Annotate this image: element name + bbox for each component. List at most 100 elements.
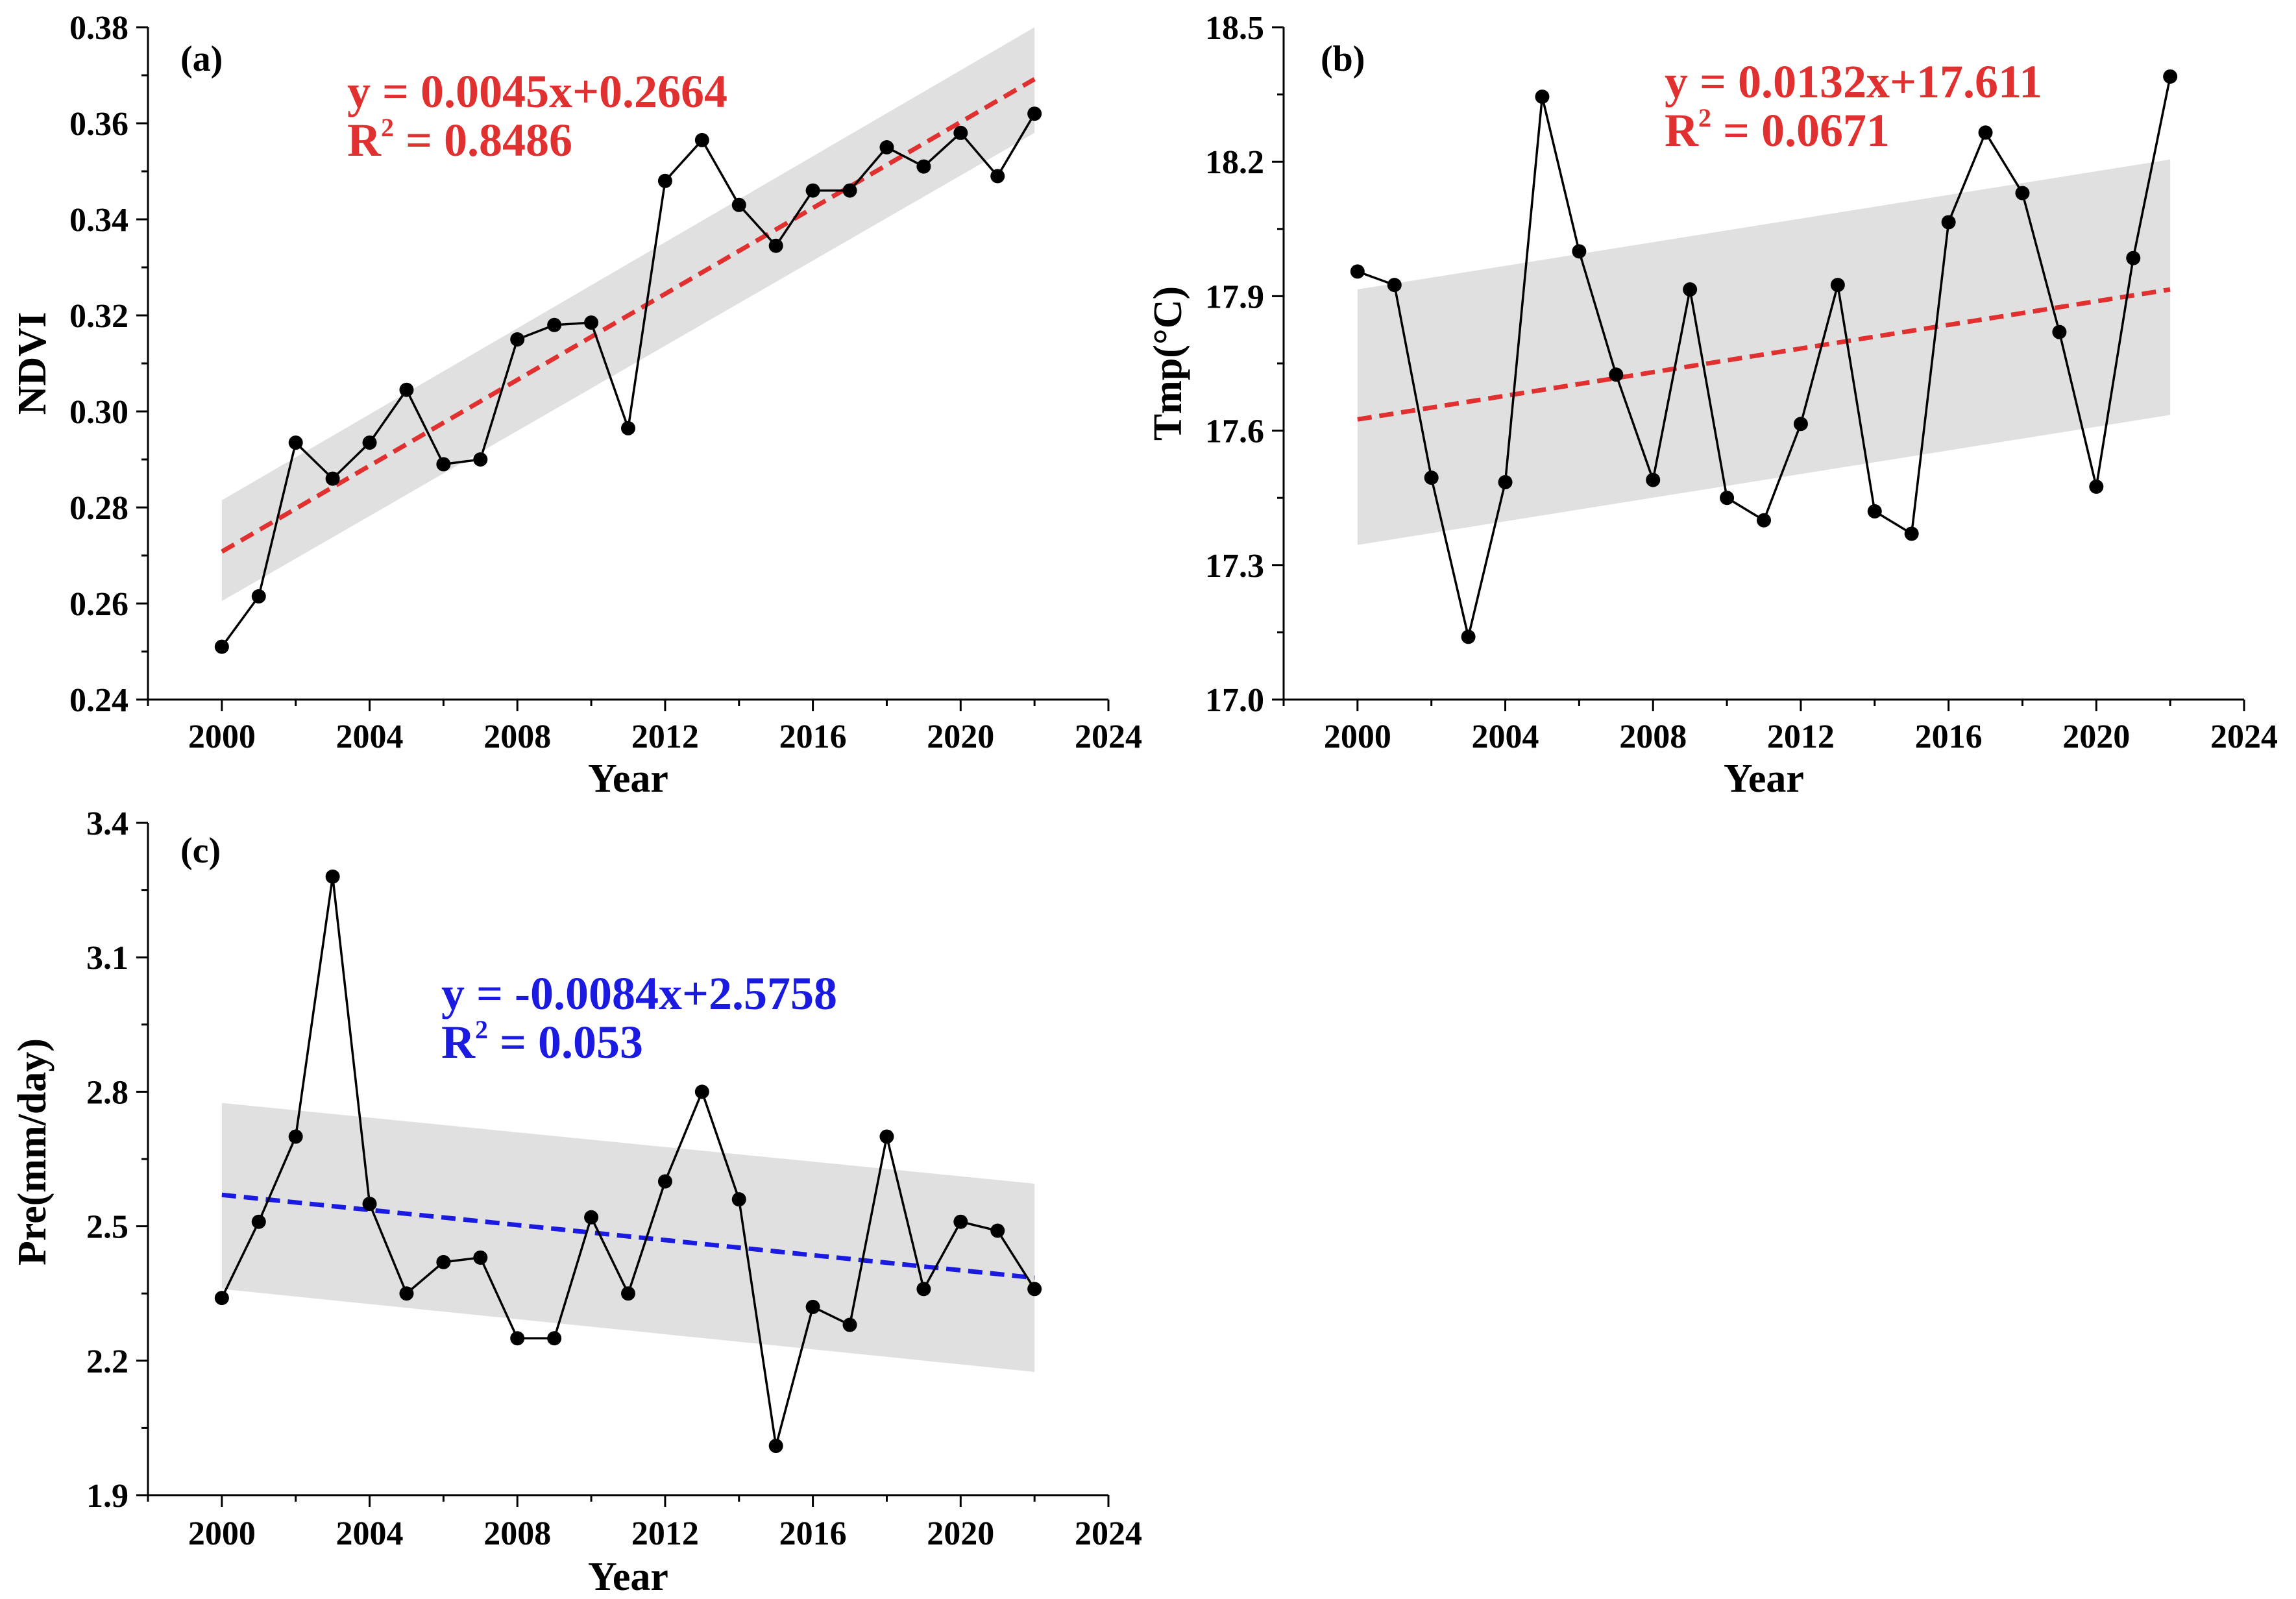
data-point [1535,90,1550,104]
x-axis-title: Year [588,757,668,801]
regression-equation: y = 0.0045x+0.2664 [347,66,727,117]
data-point [547,1331,562,1346]
data-point [1867,504,1882,519]
x-tick-label: 2016 [779,1515,847,1552]
y-tick-label: 0.24 [69,682,128,719]
data-point [805,183,820,198]
data-point [510,332,525,347]
data-point [399,382,414,397]
panel-label: (c) [180,831,221,871]
trend-line [221,77,1036,554]
y-tick-label: 18.5 [1205,10,1264,47]
x-tick-label: 2016 [779,718,847,755]
x-axis-title: Year [588,1555,668,1599]
x-tick-label: 2024 [1075,1515,1142,1552]
data-point [916,159,931,174]
r-squared-superscript: 2 [381,113,394,142]
data-point [657,1174,672,1189]
x-tick-label: 2008 [483,718,551,755]
data-point [2126,250,2141,265]
data-point [288,435,303,450]
r-squared-value: = 0.053 [488,1016,643,1068]
x-axis-title: Year [1724,757,1804,801]
x-tick-label: 2008 [1619,718,1687,755]
y-tick-label: 3.4 [86,805,128,842]
data-point [436,1254,451,1269]
data-point [2015,186,2030,201]
y-tick-label: 3.1 [86,940,128,977]
panel-label: (a) [180,39,223,79]
y-axis-title: Tmp(°C) [1146,286,1190,441]
data-point [1350,264,1365,279]
data-point [768,1439,783,1454]
x-tick-label: 2000 [188,718,256,755]
data-point [990,169,1005,184]
data-point [1646,472,1661,487]
data-point [1904,526,1919,541]
x-tick-label: 2000 [1324,718,1391,755]
data-point [473,1250,488,1265]
x-tick-label: 2004 [1472,718,1539,755]
r-squared-label: R [441,1016,476,1068]
data-point [731,197,746,212]
data-point [584,1210,599,1225]
data-point [1683,282,1698,297]
r-squared-superscript: 2 [475,1015,488,1044]
x-tick-label: 2004 [336,718,404,755]
data-point [510,1331,525,1346]
data-point [1720,491,1735,506]
data-point [694,132,709,147]
y-tick-label: 18.2 [1205,144,1264,181]
y-axis-title: NDVI [10,312,55,415]
data-point [879,140,894,154]
data-point [1027,106,1042,121]
data-point [990,1223,1005,1238]
data-point [2163,69,2178,84]
data-point [473,452,488,467]
panel-label: (b) [1321,39,1365,79]
y-tick-label: 0.36 [69,106,128,143]
data-point [2052,324,2067,339]
data-point [953,125,968,140]
data-point [1793,417,1808,432]
y-tick-label: 17.3 [1205,548,1264,585]
data-point [288,1129,303,1144]
x-tick-label: 2020 [2062,718,2130,755]
r-squared-label: R [1665,104,1699,156]
trend-line [221,1192,1035,1280]
r-squared-value: = 0.0671 [1711,104,1890,156]
x-tick-label: 2020 [927,718,994,755]
data-point [362,1197,377,1212]
chart-panel-2: 2000 2004 2008 2012 2016 2020 2024 17.0 17.3 17.6… [1146,10,2278,801]
y-tick-label: 17.0 [1205,682,1264,719]
data-point [399,1286,414,1301]
r-squared: R2 = 0.053 [441,1015,643,1068]
x-tick-label: 2008 [483,1515,551,1552]
data-point [584,315,599,330]
data-point [953,1214,968,1229]
data-point [325,471,340,486]
y-tick-label: 17.6 [1205,413,1264,450]
x-tick-label: 2012 [631,718,699,755]
y-tick-label: 0.38 [69,10,128,47]
data-point [621,1286,635,1301]
data-point [1609,367,1624,382]
data-point [842,183,857,198]
y-tick-label: 2.5 [86,1209,128,1246]
data-point [768,238,783,253]
data-point [621,421,635,435]
data-point [1027,1282,1042,1297]
y-tick-label: 0.34 [69,202,128,239]
data-point [1461,629,1476,644]
chart-panel-1: 2000 2004 2008 2012 2016 2020 2024 0.24 0.26 0.28… [10,10,1142,801]
data-point [1387,278,1402,293]
x-tick-label: 2024 [1075,718,1142,755]
y-tick-label: 0.26 [69,586,128,623]
data-point [1830,278,1845,293]
r-squared: R2 = 0.0671 [1665,103,1890,156]
x-tick-label: 2012 [631,1515,699,1552]
chart-panel-3: 2000 2004 2008 2012 2016 2020 2024 1.9 2.2 2.5 2.8… [10,805,1142,1599]
y-tick-label: 17.9 [1205,278,1264,315]
data-point [214,1291,229,1306]
